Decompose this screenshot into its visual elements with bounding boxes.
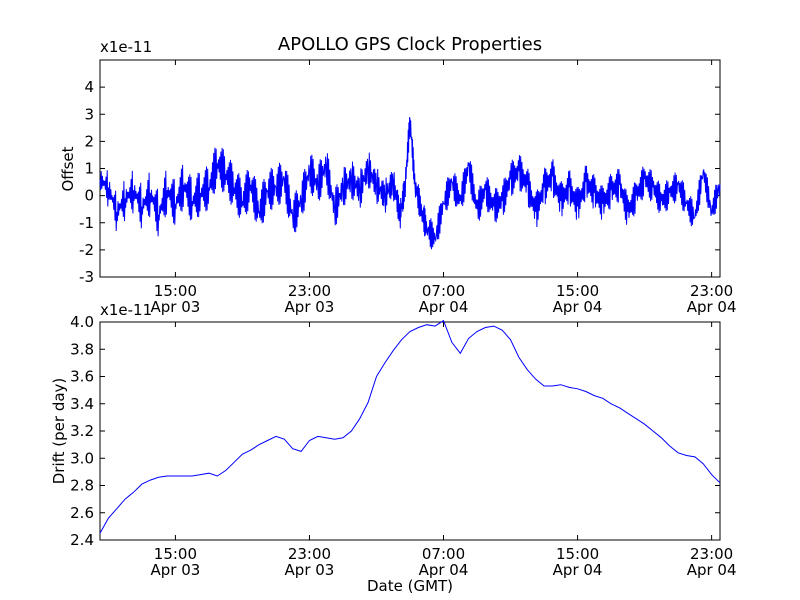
offset-x-tick-label-date: Apr 04 (419, 298, 469, 316)
offset-y-ticks: -3 -2 -1 0 1 2 3 4 (79, 78, 720, 286)
offset-y-tick-label: -3 (79, 268, 94, 286)
drift-x-tick-label-date: Apr 03 (285, 561, 335, 579)
drift-plot-frame (99, 321, 721, 541)
offset-y-tick-label: -2 (79, 241, 94, 259)
offset-y-tick-label: 2 (84, 132, 94, 150)
drift-x-tick-label-date: Apr 04 (419, 561, 469, 579)
offset-y-tick-label: 3 (84, 105, 94, 123)
offset-multiplier-label: x1e-11 (100, 38, 152, 56)
offset-y-tick-label: 4 (84, 78, 94, 96)
drift-subplot: x1e-11 Drift (per day) Date (GMT) 2.4 2.6… (50, 301, 737, 595)
drift-x-tick-label-date: Apr 04 (553, 561, 603, 579)
drift-x-tick-label-date: Apr 04 (687, 561, 737, 579)
drift-x-tick-label-time: 23:00 (288, 545, 331, 563)
drift-series-line (99, 319, 721, 534)
drift-y-tick-label: 2.6 (70, 504, 94, 522)
drift-y-tick-label: 2.8 (70, 477, 94, 495)
x-axis-label: Date (GMT) (367, 577, 453, 595)
drift-y-axis-label: Drift (per day) (50, 378, 68, 485)
chart-title: APOLLO GPS Clock Properties (278, 34, 542, 55)
drift-x-tick-label-time: 15:00 (556, 545, 599, 563)
drift-x-tick-label-time: 07:00 (422, 545, 465, 563)
offset-x-tick-label-time: 15:00 (556, 282, 599, 300)
offset-x-tick-label-date: Apr 03 (285, 298, 335, 316)
drift-multiplier-label: x1e-11 (100, 301, 152, 319)
drift-y-tick-label: 3.6 (70, 368, 94, 386)
offset-x-tick-label-date: Apr 04 (687, 298, 737, 316)
offset-x-tick-label-time: 23:00 (690, 282, 733, 300)
drift-x-tick-label-date: Apr 03 (150, 561, 200, 579)
drift-y-tick-label: 3.8 (70, 340, 94, 358)
drift-y-ticks: 2.4 2.6 2.8 3.0 3.2 3.4 3.6 3.8 4.0 (70, 313, 720, 549)
drift-y-tick-label: 4.0 (70, 313, 94, 331)
drift-x-tick-label-time: 15:00 (154, 545, 197, 563)
offset-x-tick-label-time: 23:00 (288, 282, 331, 300)
drift-y-tick-label: 2.4 (70, 531, 94, 549)
offset-y-tick-label: 0 (84, 187, 94, 205)
offset-y-tick-label: 1 (84, 160, 94, 178)
drift-y-tick-label: 3.4 (70, 395, 94, 413)
drift-y-tick-label: 3.0 (70, 449, 94, 467)
offset-y-axis-label: Offset (59, 146, 77, 191)
drift-x-tick-label-time: 23:00 (690, 545, 733, 563)
offset-x-tick-label-time: 07:00 (422, 282, 465, 300)
offset-series-line (99, 117, 721, 250)
offset-x-tick-label-date: Apr 04 (553, 298, 603, 316)
offset-plot-frame (99, 59, 721, 278)
offset-y-tick-label: -1 (79, 214, 94, 232)
offset-x-tick-label-date: Apr 03 (150, 298, 200, 316)
offset-x-tick-label-time: 15:00 (154, 282, 197, 300)
drift-y-tick-label: 3.2 (70, 422, 94, 440)
